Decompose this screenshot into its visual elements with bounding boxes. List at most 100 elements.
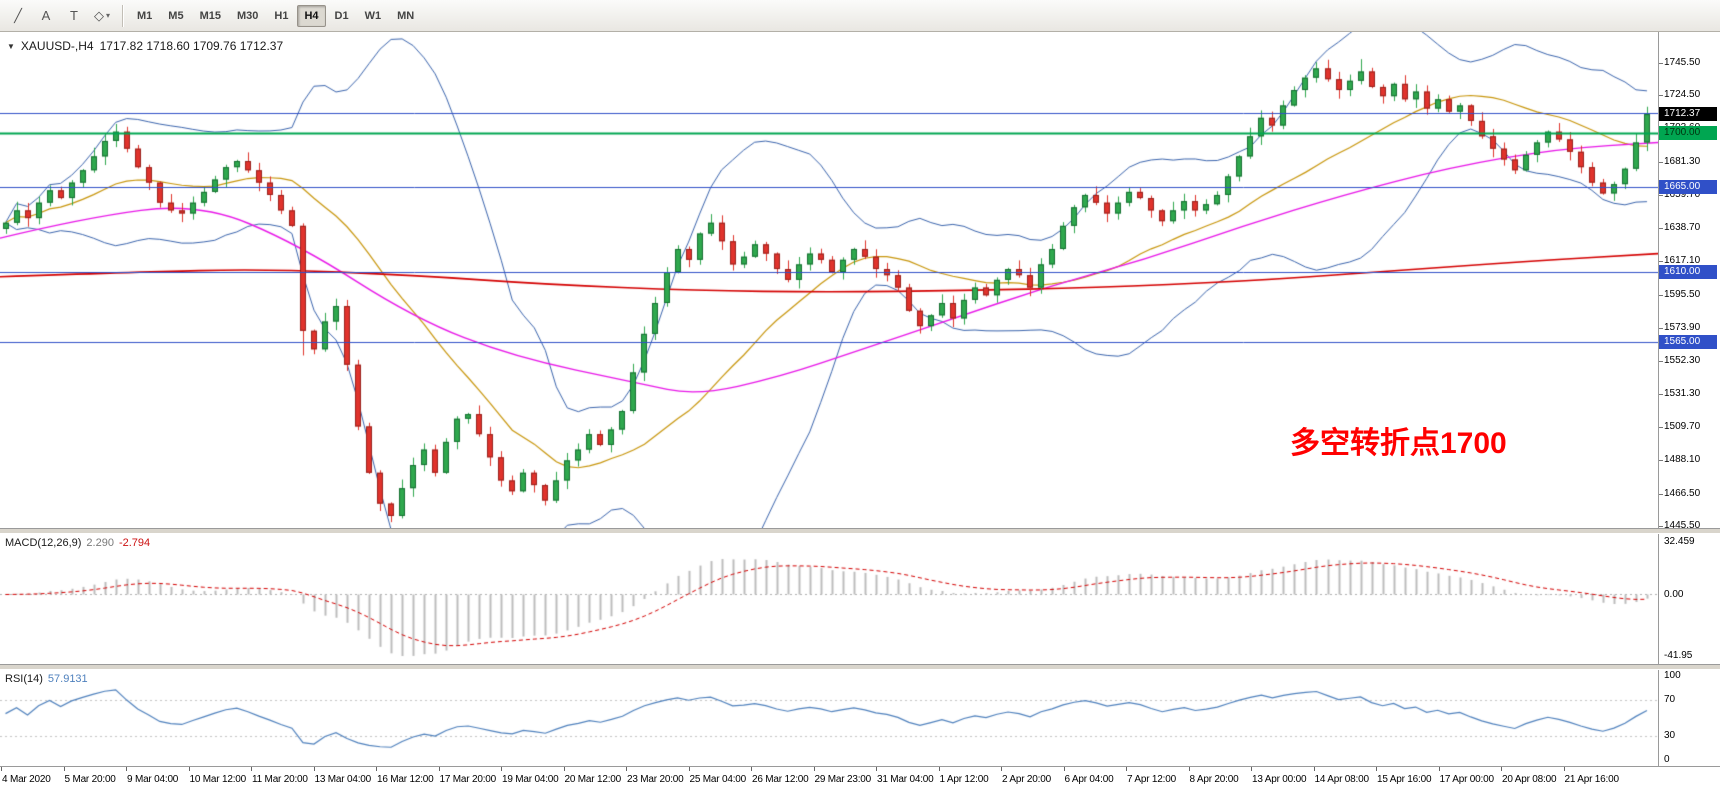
price-axis-tickmark bbox=[1659, 327, 1663, 329]
time-axis-tickmark bbox=[1501, 767, 1502, 771]
chart-title: ▼ XAUUSD-,H4 1717.82 1718.60 1709.76 171… bbox=[7, 39, 283, 53]
timeframe-button-m1[interactable]: M1 bbox=[137, 9, 153, 22]
time-axis-tickmark bbox=[1438, 767, 1440, 771]
timeframe-button-h4[interactable]: H4 bbox=[297, 4, 326, 27]
time-axis-label: 13 Mar 04:00 bbox=[314, 774, 372, 785]
time-axis-label: 20 Apr 08:00 bbox=[1502, 774, 1557, 785]
text-icon[interactable]: T bbox=[70, 8, 78, 23]
time-axis-tickmark bbox=[1313, 767, 1315, 771]
price-axis-tickmark bbox=[1659, 162, 1663, 164]
price-axis-tickmark bbox=[1659, 525, 1663, 527]
time-axis-tickmark bbox=[563, 767, 565, 771]
time-axis-tickmark bbox=[626, 767, 627, 771]
time-axis-label: 25 Mar 04:00 bbox=[689, 774, 747, 785]
time-axis-label: 16 Mar 12:00 bbox=[377, 774, 434, 785]
panel-splitter-macd[interactable] bbox=[0, 528, 1720, 534]
time-axis-tickmark bbox=[501, 767, 502, 771]
time-axis-label: 1 Apr 12:00 bbox=[939, 774, 989, 785]
timeframe-button-h1[interactable]: H1 bbox=[274, 9, 289, 22]
time-axis-tickmark bbox=[188, 767, 190, 771]
rsi-axis[interactable]: 100 70 30 0 bbox=[1658, 670, 1720, 766]
rsi-panel: RSI(14) 57.9131 100 70 30 0 bbox=[0, 670, 1720, 766]
time-axis-tickmark bbox=[813, 767, 815, 771]
time-axis-label: 10 Mar 12:00 bbox=[189, 774, 247, 785]
rsi-tick-label: 100 bbox=[1664, 670, 1681, 681]
rsi-label: RSI(14) 57.9131 bbox=[5, 673, 88, 685]
time-axis-label: 9 Mar 04:00 bbox=[127, 774, 179, 785]
price-tick-label: 1724.50 bbox=[1664, 89, 1701, 101]
timeframe-button-mn[interactable]: MN bbox=[397, 9, 415, 22]
macd-tick-label: 0.00 bbox=[1664, 588, 1684, 600]
price-axis-tickmark bbox=[1659, 195, 1663, 197]
macd-tick-label: -41.95 bbox=[1664, 650, 1693, 661]
price-tick-label: 1445.50 bbox=[1664, 519, 1701, 531]
rsi-canvas[interactable] bbox=[0, 670, 1658, 766]
timeframe-toolbar: M1 M5 M15 M30 H1 H4 D1 W1 MN bbox=[129, 4, 422, 27]
collapse-chart-icon[interactable]: ▼ bbox=[7, 41, 15, 51]
time-axis-label: 19 Mar 04:00 bbox=[502, 774, 559, 785]
time-axis-label: 11 Mar 20:00 bbox=[252, 774, 308, 785]
price-chart-canvas[interactable] bbox=[0, 32, 1658, 528]
time-axis-label: 2 Apr 20:00 bbox=[1002, 774, 1051, 785]
time-axis-tickmark bbox=[751, 767, 752, 771]
current-price-label: 1712.37 bbox=[1659, 107, 1717, 122]
price-axis[interactable]: 1745.501724.501703.601681.301659.701638.… bbox=[1658, 32, 1720, 531]
time-axis-tickmark bbox=[1563, 767, 1565, 771]
time-axis-label: 4 Mar 2020 bbox=[2, 774, 51, 785]
time-axis-tickmark bbox=[1001, 767, 1002, 771]
price-axis-tickmark bbox=[1659, 261, 1663, 263]
macd-main-value: 2.290 bbox=[86, 537, 114, 549]
price-tick-label: 1488.10 bbox=[1664, 454, 1701, 466]
price-tick-label: 1617.10 bbox=[1664, 255, 1701, 267]
annotation-text: 多空转折点1700 bbox=[1290, 427, 1507, 460]
time-axis-label: 26 Mar 12:00 bbox=[752, 774, 809, 785]
macd-axis[interactable]: 32.459 0.00 -41.95 bbox=[1658, 534, 1720, 664]
rsi-tick-label: 70 bbox=[1664, 694, 1676, 706]
time-axis-tickmark bbox=[1, 767, 2, 771]
time-axis-label: 17 Apr 00:00 bbox=[1439, 774, 1495, 785]
time-axis-label: 23 Mar 20:00 bbox=[627, 774, 684, 785]
timeframe-button-m15[interactable]: M15 bbox=[199, 9, 221, 22]
shapes-dropdown-icon[interactable]: ◇ ▾ bbox=[93, 7, 110, 23]
time-axis-label: 29 Mar 23:00 bbox=[814, 774, 872, 785]
price-tick-label: 1552.30 bbox=[1664, 355, 1701, 367]
time-axis-tickmark bbox=[313, 767, 315, 771]
toolbar: ╱ A T ◇ ▾ M1 M5 M15 M30 H1 H4 D1 W1 MN bbox=[0, 0, 1720, 32]
macd-name: MACD(12,26,9) bbox=[5, 537, 82, 549]
price-tick-label: 1681.30 bbox=[1664, 156, 1701, 168]
price-axis-tickmark bbox=[1659, 95, 1663, 97]
timeframe-button-m5[interactable]: M5 bbox=[168, 9, 184, 22]
text-label-icon[interactable]: A bbox=[41, 8, 51, 23]
macd-panel: MACD(12,26,9) 2.290 -2.794 32.459 0.00 -41.9… bbox=[0, 534, 1720, 664]
price-tick-label: 1745.50 bbox=[1664, 57, 1701, 69]
time-axis-tickmark bbox=[876, 767, 877, 771]
price-axis-tickmark bbox=[1659, 393, 1663, 395]
timeframe-button-d1[interactable]: D1 bbox=[334, 9, 349, 22]
macd-label: MACD(12,26,9) 2.290 -2.794 bbox=[5, 537, 150, 549]
time-axis-label: 17 Mar 20:00 bbox=[439, 774, 497, 785]
price-axis-tickmark bbox=[1659, 460, 1663, 462]
time-axis-tickmark bbox=[688, 767, 690, 771]
hline-price-label: 1610.00 bbox=[1659, 265, 1717, 280]
time-axis-tickmark bbox=[1251, 767, 1252, 771]
time-axis-label: 21 Apr 16:00 bbox=[1564, 774, 1620, 785]
time-axis-tickmark bbox=[376, 767, 377, 771]
price-tick-label: 1638.70 bbox=[1664, 221, 1701, 233]
price-tick-label: 1573.90 bbox=[1664, 321, 1701, 333]
time-axis-tickmark bbox=[1063, 767, 1065, 771]
rsi-tick-label: 0 bbox=[1664, 754, 1670, 765]
time-axis-label: 31 Mar 04:00 bbox=[877, 774, 934, 785]
macd-signal-value: -2.794 bbox=[118, 537, 151, 549]
time-axis-tickmark bbox=[1376, 767, 1377, 771]
trendline-icon[interactable]: ╱ bbox=[14, 7, 22, 23]
price-chart-panel: ▼ XAUUSD-,H4 1717.82 1718.60 1709.76 171… bbox=[0, 32, 1720, 531]
time-axis[interactable]: 4 Mar 2020 5 Mar 20:00 9 Mar 04:00 10 Mar 1… bbox=[0, 766, 1720, 796]
hline-price-label: 1665.00 bbox=[1659, 180, 1717, 195]
price-tick-label: 1659.70 bbox=[1664, 189, 1701, 201]
panel-splitter-rsi[interactable] bbox=[0, 664, 1720, 670]
price-tick-label: 1595.50 bbox=[1664, 288, 1701, 300]
timeframe-button-m30[interactable]: M30 bbox=[236, 9, 259, 22]
time-axis-label: 13 Apr 00:00 bbox=[1252, 774, 1307, 785]
macd-canvas[interactable] bbox=[0, 534, 1658, 664]
timeframe-button-w1[interactable]: W1 bbox=[364, 9, 382, 22]
